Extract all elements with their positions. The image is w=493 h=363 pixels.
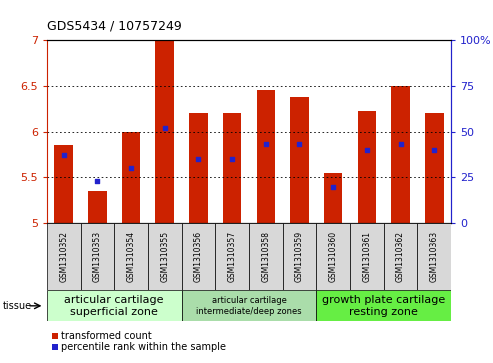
Bar (189, 113, 208, 223)
Point (94, 178, 102, 184)
Bar (290, 97, 309, 223)
Point (161, 125, 169, 131)
Bar (249, 223, 282, 290)
Bar (80, 223, 114, 290)
Text: GSM1310352: GSM1310352 (59, 231, 68, 282)
Bar (215, 223, 249, 290)
Text: GSM1310363: GSM1310363 (430, 231, 439, 282)
Bar (122, 132, 141, 223)
Bar (155, 40, 174, 223)
Bar (391, 86, 410, 223)
Text: GSM1310359: GSM1310359 (295, 231, 304, 282)
Bar (317, 223, 350, 290)
Text: transformed count: transformed count (61, 331, 151, 341)
Point (329, 184, 337, 189)
Bar (223, 113, 242, 223)
Point (194, 156, 203, 162)
Bar (425, 113, 444, 223)
Bar (418, 223, 451, 290)
Text: tissue: tissue (2, 301, 32, 311)
Bar (54, 145, 73, 223)
Bar (256, 90, 275, 223)
Text: GSM1310355: GSM1310355 (160, 231, 169, 282)
Point (363, 147, 371, 153)
Point (228, 156, 236, 162)
Text: articular cartilage
superficial zone: articular cartilage superficial zone (65, 295, 164, 317)
Bar (350, 223, 384, 290)
Text: percentile rank within the sample: percentile rank within the sample (61, 342, 226, 352)
Text: GSM1310360: GSM1310360 (329, 231, 338, 282)
Bar (384, 223, 418, 290)
Bar (181, 223, 215, 290)
Bar (148, 223, 181, 290)
Bar (181, 290, 317, 321)
Text: growth plate cartilage
resting zone: growth plate cartilage resting zone (322, 295, 445, 317)
Bar (47, 290, 181, 321)
Point (60, 152, 68, 158)
Text: GSM1310358: GSM1310358 (261, 231, 270, 282)
Point (296, 142, 304, 147)
Bar (357, 110, 376, 223)
Point (262, 142, 270, 147)
Bar (282, 223, 317, 290)
Point (396, 142, 404, 147)
Bar (47, 223, 80, 290)
Text: GSM1310361: GSM1310361 (362, 231, 371, 282)
Text: GDS5434 / 10757249: GDS5434 / 10757249 (47, 20, 181, 33)
Text: GSM1310353: GSM1310353 (93, 231, 102, 282)
Bar (88, 191, 106, 223)
Text: GSM1310354: GSM1310354 (127, 231, 136, 282)
Text: GSM1310362: GSM1310362 (396, 231, 405, 282)
Bar (324, 173, 343, 223)
Text: articular cartilage
intermediate/deep zones: articular cartilage intermediate/deep zo… (196, 296, 302, 316)
Bar (317, 290, 451, 321)
Text: GSM1310356: GSM1310356 (194, 231, 203, 282)
Text: GSM1310357: GSM1310357 (228, 231, 237, 282)
Bar (114, 223, 148, 290)
Point (127, 166, 135, 171)
Point (430, 147, 438, 153)
